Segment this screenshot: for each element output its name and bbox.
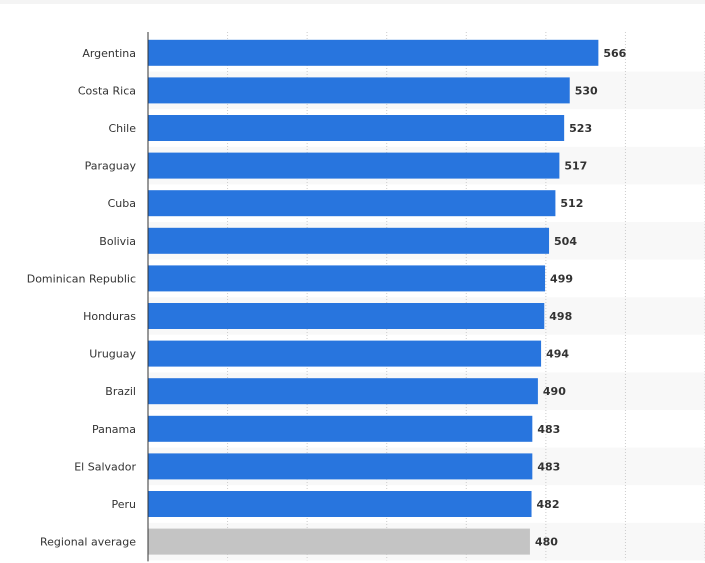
- category-label: Uruguay: [89, 348, 136, 361]
- category-labels: Argentina Costa Rica Chile Paraguay Cuba Boli…: [27, 47, 137, 549]
- category-label: Bolivia: [99, 235, 136, 248]
- category-label: Cuba: [108, 197, 136, 210]
- bar-el-salvador[interactable]: [148, 453, 533, 480]
- category-label: El Salvador: [74, 460, 136, 473]
- category-label: Regional average: [40, 536, 136, 549]
- value-label: 498: [549, 310, 572, 323]
- value-label: 483: [537, 423, 560, 436]
- bar-honduras[interactable]: [148, 303, 545, 329]
- bar-panama[interactable]: [148, 415, 533, 442]
- category-label: Brazil: [105, 385, 136, 398]
- bar-uruguay[interactable]: [148, 340, 542, 367]
- value-label: 483: [537, 460, 560, 473]
- category-label: Chile: [108, 122, 136, 135]
- bar-costa-rica[interactable]: [148, 77, 570, 104]
- value-label: 504: [554, 235, 577, 248]
- value-label: 480: [535, 536, 558, 549]
- category-label: Panama: [92, 423, 136, 436]
- category-label: Costa Rica: [78, 84, 136, 97]
- value-label: 523: [569, 122, 592, 135]
- value-label: 512: [560, 197, 583, 210]
- category-label: Argentina: [82, 47, 136, 60]
- value-label: 530: [575, 84, 598, 97]
- bar-paraguay[interactable]: [148, 152, 560, 179]
- bar-dominican-republic[interactable]: [148, 265, 546, 292]
- category-label: Dominican Republic: [27, 272, 136, 285]
- bar-chile[interactable]: [148, 115, 565, 141]
- top-divider: [0, 0, 705, 4]
- value-label: 482: [537, 498, 560, 511]
- category-label: Honduras: [83, 310, 136, 323]
- bar-cuba[interactable]: [148, 190, 556, 217]
- bar-brazil[interactable]: [148, 378, 538, 405]
- gridlines: [227, 32, 705, 561]
- category-label: Paraguay: [85, 160, 137, 173]
- value-label: 490: [543, 385, 566, 398]
- value-label: 499: [550, 272, 573, 285]
- value-labels: 566 530 523 517 512 504 499 498 494 490 483 483 482 4…: [535, 47, 627, 549]
- bars: [148, 39, 599, 555]
- bar-regional-average[interactable]: [148, 528, 530, 555]
- bar-bolivia[interactable]: [148, 227, 550, 254]
- value-label: 494: [546, 348, 569, 361]
- value-label: 517: [564, 160, 587, 173]
- value-label: 566: [603, 47, 626, 60]
- bar-peru[interactable]: [148, 491, 532, 517]
- bar-argentina[interactable]: [148, 39, 599, 66]
- category-label: Peru: [111, 498, 136, 511]
